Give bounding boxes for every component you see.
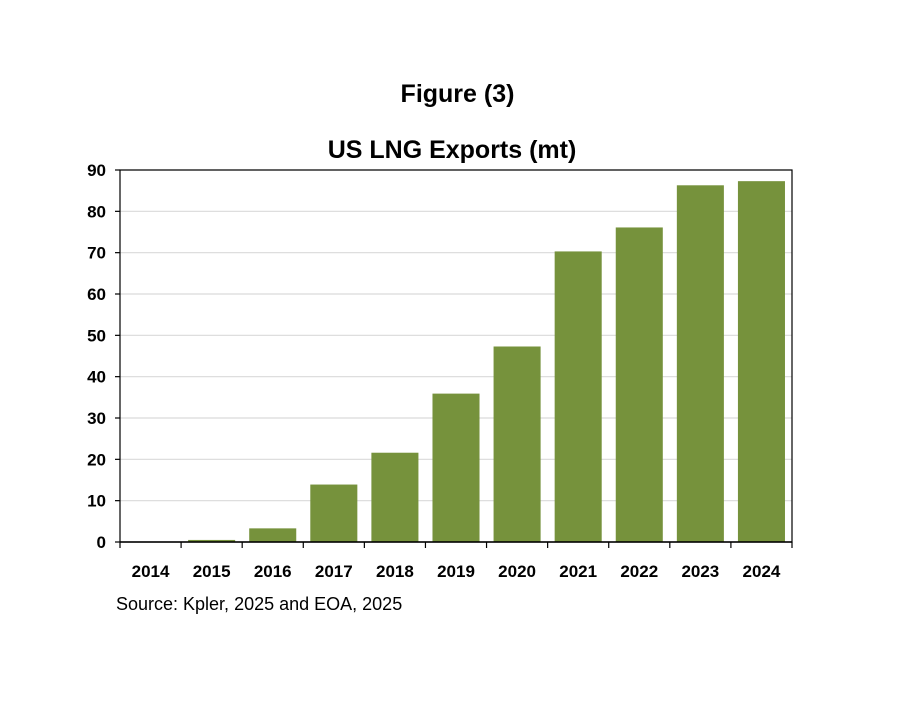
y-tick-label: 30 xyxy=(87,409,106,428)
y-tick-label: 20 xyxy=(87,450,106,469)
x-tick-label-2014: 2014 xyxy=(132,562,170,581)
bar-2016 xyxy=(249,528,297,542)
bar-2024 xyxy=(737,181,785,542)
y-tick-labels: 0 10 20 30 40 50 60 70 80 90 xyxy=(87,161,106,552)
y-tick-label: 60 xyxy=(87,285,106,304)
chart-title: US LNG Exports (mt) xyxy=(328,136,577,164)
figure-label: Figure (3) xyxy=(400,80,515,108)
x-tick-label-2021: 2021 xyxy=(559,562,597,581)
bar-2018 xyxy=(371,452,419,542)
bar-2022 xyxy=(615,227,663,542)
x-tick-label-2023: 2023 xyxy=(681,562,719,581)
y-tick-label: 70 xyxy=(87,244,106,263)
x-tick-label-2019: 2019 xyxy=(437,562,475,581)
x-tick-labels: 2014 2015 2016 2017 2018 2019 2020 2021 2022 2023… xyxy=(132,562,781,581)
x-tick-label-2017: 2017 xyxy=(315,562,353,581)
axes xyxy=(115,169,793,548)
y-tick-label: 10 xyxy=(87,492,106,511)
x-tick-label-2022: 2022 xyxy=(620,562,658,581)
bar-2015 xyxy=(188,539,236,542)
bar-2020 xyxy=(493,346,541,542)
y-tick-label: 40 xyxy=(87,368,106,387)
bar-2017 xyxy=(310,484,358,542)
y-tick-label: 90 xyxy=(87,161,106,180)
bar-2019 xyxy=(432,393,480,542)
x-tick-label-2018: 2018 xyxy=(376,562,414,581)
bars xyxy=(127,181,785,542)
x-tick-label-2024: 2024 xyxy=(743,562,781,581)
x-tick-label-2015: 2015 xyxy=(193,562,231,581)
bar-2023 xyxy=(676,185,724,542)
y-tick-label: 80 xyxy=(87,202,106,221)
source-note: Source: Kpler, 2025 and EOA, 2025 xyxy=(116,594,403,614)
bar-2021 xyxy=(554,251,602,542)
y-tick-label: 0 xyxy=(97,533,106,552)
x-tick-label-2016: 2016 xyxy=(254,562,292,581)
x-tick-label-2020: 2020 xyxy=(498,562,536,581)
y-tick-label: 50 xyxy=(87,326,106,345)
